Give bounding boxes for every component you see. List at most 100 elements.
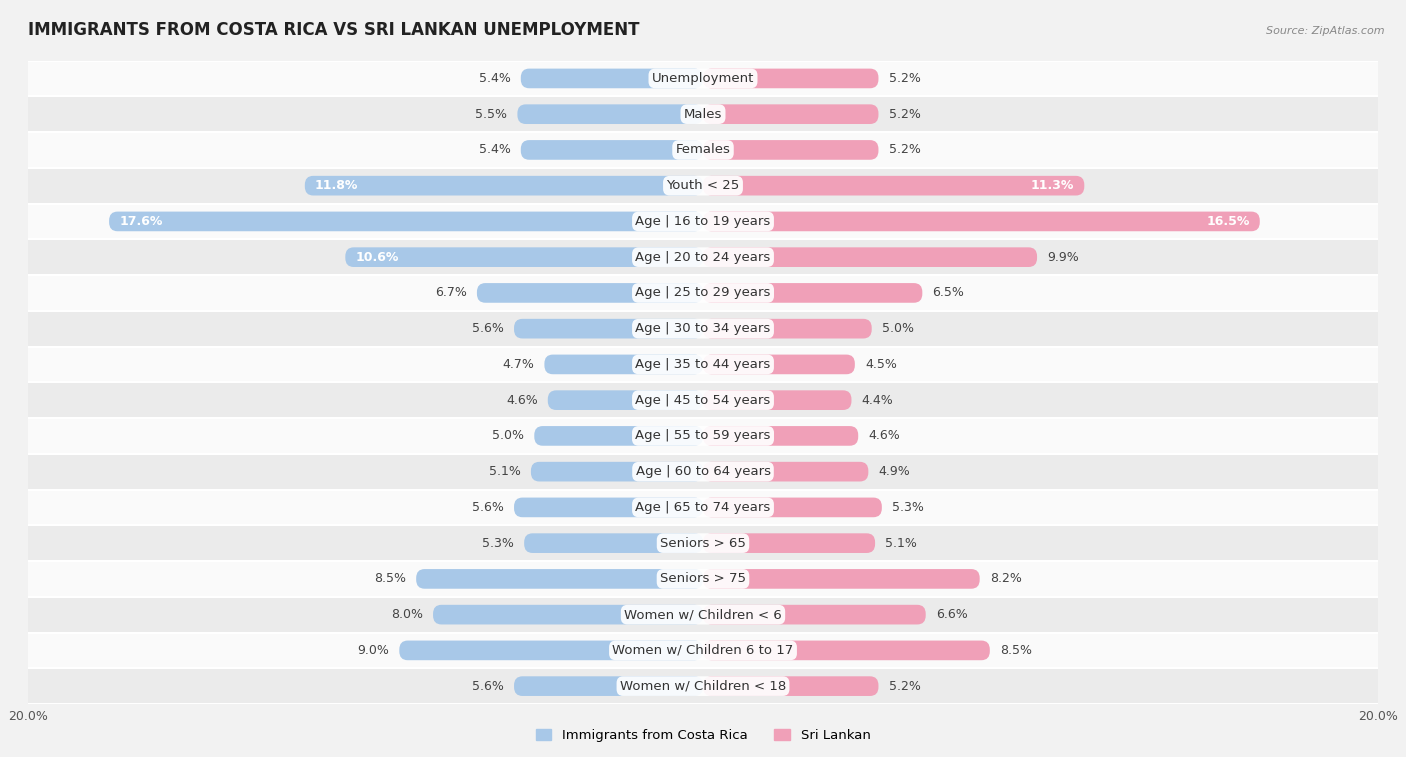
Bar bbox=[28, 597, 1378, 633]
Text: 5.6%: 5.6% bbox=[472, 322, 503, 335]
FancyBboxPatch shape bbox=[703, 212, 1260, 231]
Text: Women w/ Children < 18: Women w/ Children < 18 bbox=[620, 680, 786, 693]
FancyBboxPatch shape bbox=[703, 248, 1038, 267]
Text: 5.5%: 5.5% bbox=[475, 107, 508, 120]
Text: 5.0%: 5.0% bbox=[882, 322, 914, 335]
Bar bbox=[28, 633, 1378, 668]
Text: Age | 35 to 44 years: Age | 35 to 44 years bbox=[636, 358, 770, 371]
FancyBboxPatch shape bbox=[703, 104, 879, 124]
Text: 5.4%: 5.4% bbox=[479, 72, 510, 85]
FancyBboxPatch shape bbox=[517, 104, 703, 124]
FancyBboxPatch shape bbox=[703, 176, 1084, 195]
Text: 4.6%: 4.6% bbox=[506, 394, 537, 407]
FancyBboxPatch shape bbox=[520, 140, 703, 160]
Text: 6.7%: 6.7% bbox=[434, 286, 467, 300]
Legend: Immigrants from Costa Rica, Sri Lankan: Immigrants from Costa Rica, Sri Lankan bbox=[536, 730, 870, 743]
FancyBboxPatch shape bbox=[703, 640, 990, 660]
Text: Females: Females bbox=[675, 143, 731, 157]
Bar bbox=[28, 525, 1378, 561]
Text: 5.2%: 5.2% bbox=[889, 107, 921, 120]
Text: 4.5%: 4.5% bbox=[865, 358, 897, 371]
FancyBboxPatch shape bbox=[548, 391, 703, 410]
FancyBboxPatch shape bbox=[544, 354, 703, 374]
Text: 9.0%: 9.0% bbox=[357, 644, 389, 657]
Text: 16.5%: 16.5% bbox=[1206, 215, 1250, 228]
FancyBboxPatch shape bbox=[703, 534, 875, 553]
FancyBboxPatch shape bbox=[534, 426, 703, 446]
Text: 5.4%: 5.4% bbox=[479, 143, 510, 157]
Text: 11.3%: 11.3% bbox=[1031, 179, 1074, 192]
FancyBboxPatch shape bbox=[305, 176, 703, 195]
Text: Youth < 25: Youth < 25 bbox=[666, 179, 740, 192]
Text: 5.2%: 5.2% bbox=[889, 143, 921, 157]
Text: 6.6%: 6.6% bbox=[936, 608, 967, 621]
FancyBboxPatch shape bbox=[703, 354, 855, 374]
Bar bbox=[28, 96, 1378, 132]
Text: Males: Males bbox=[683, 107, 723, 120]
Text: 8.5%: 8.5% bbox=[1000, 644, 1032, 657]
Text: 5.6%: 5.6% bbox=[472, 501, 503, 514]
Text: Age | 20 to 24 years: Age | 20 to 24 years bbox=[636, 251, 770, 263]
FancyBboxPatch shape bbox=[520, 69, 703, 89]
Text: Age | 65 to 74 years: Age | 65 to 74 years bbox=[636, 501, 770, 514]
Text: Age | 60 to 64 years: Age | 60 to 64 years bbox=[636, 465, 770, 478]
FancyBboxPatch shape bbox=[524, 534, 703, 553]
Bar bbox=[28, 275, 1378, 311]
Text: 10.6%: 10.6% bbox=[356, 251, 399, 263]
Text: Seniors > 75: Seniors > 75 bbox=[659, 572, 747, 585]
Bar bbox=[28, 239, 1378, 275]
Text: 9.9%: 9.9% bbox=[1047, 251, 1078, 263]
Text: Age | 16 to 19 years: Age | 16 to 19 years bbox=[636, 215, 770, 228]
FancyBboxPatch shape bbox=[477, 283, 703, 303]
Bar bbox=[28, 132, 1378, 168]
Text: Unemployment: Unemployment bbox=[652, 72, 754, 85]
Text: Age | 25 to 29 years: Age | 25 to 29 years bbox=[636, 286, 770, 300]
Text: 8.5%: 8.5% bbox=[374, 572, 406, 585]
FancyBboxPatch shape bbox=[346, 248, 703, 267]
Text: 8.2%: 8.2% bbox=[990, 572, 1022, 585]
Text: 17.6%: 17.6% bbox=[120, 215, 163, 228]
Bar bbox=[28, 168, 1378, 204]
Text: 5.1%: 5.1% bbox=[886, 537, 917, 550]
Text: 5.6%: 5.6% bbox=[472, 680, 503, 693]
FancyBboxPatch shape bbox=[416, 569, 703, 589]
Bar bbox=[28, 561, 1378, 597]
FancyBboxPatch shape bbox=[110, 212, 703, 231]
FancyBboxPatch shape bbox=[531, 462, 703, 481]
Text: 5.2%: 5.2% bbox=[889, 72, 921, 85]
Text: 4.9%: 4.9% bbox=[879, 465, 910, 478]
Text: Age | 55 to 59 years: Age | 55 to 59 years bbox=[636, 429, 770, 442]
Bar bbox=[28, 204, 1378, 239]
Text: 5.2%: 5.2% bbox=[889, 680, 921, 693]
FancyBboxPatch shape bbox=[703, 69, 879, 89]
FancyBboxPatch shape bbox=[399, 640, 703, 660]
FancyBboxPatch shape bbox=[703, 569, 980, 589]
Text: 8.0%: 8.0% bbox=[391, 608, 423, 621]
Text: IMMIGRANTS FROM COSTA RICA VS SRI LANKAN UNEMPLOYMENT: IMMIGRANTS FROM COSTA RICA VS SRI LANKAN… bbox=[28, 21, 640, 39]
Text: 11.8%: 11.8% bbox=[315, 179, 359, 192]
FancyBboxPatch shape bbox=[515, 676, 703, 696]
Text: Age | 30 to 34 years: Age | 30 to 34 years bbox=[636, 322, 770, 335]
Text: 4.6%: 4.6% bbox=[869, 429, 900, 442]
FancyBboxPatch shape bbox=[703, 497, 882, 517]
Text: Age | 45 to 54 years: Age | 45 to 54 years bbox=[636, 394, 770, 407]
Text: 4.7%: 4.7% bbox=[502, 358, 534, 371]
Text: 6.5%: 6.5% bbox=[932, 286, 965, 300]
FancyBboxPatch shape bbox=[703, 426, 858, 446]
Bar bbox=[28, 453, 1378, 490]
Text: Women w/ Children 6 to 17: Women w/ Children 6 to 17 bbox=[613, 644, 793, 657]
FancyBboxPatch shape bbox=[703, 462, 869, 481]
FancyBboxPatch shape bbox=[515, 497, 703, 517]
Bar bbox=[28, 490, 1378, 525]
Text: Women w/ Children < 6: Women w/ Children < 6 bbox=[624, 608, 782, 621]
FancyBboxPatch shape bbox=[703, 391, 852, 410]
Text: Seniors > 65: Seniors > 65 bbox=[659, 537, 747, 550]
Bar bbox=[28, 61, 1378, 96]
FancyBboxPatch shape bbox=[703, 283, 922, 303]
Text: Source: ZipAtlas.com: Source: ZipAtlas.com bbox=[1267, 26, 1385, 36]
FancyBboxPatch shape bbox=[515, 319, 703, 338]
FancyBboxPatch shape bbox=[703, 319, 872, 338]
FancyBboxPatch shape bbox=[703, 605, 925, 625]
Bar bbox=[28, 311, 1378, 347]
Bar bbox=[28, 668, 1378, 704]
